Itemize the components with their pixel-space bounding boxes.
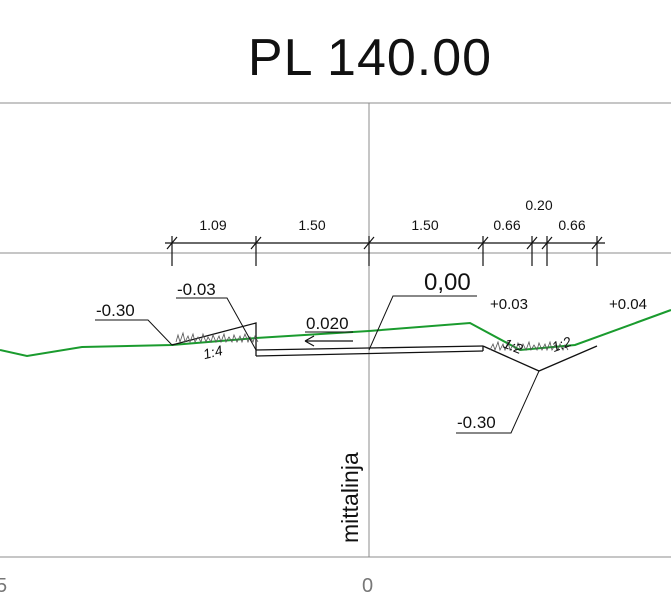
dim-label-2: 1.50 xyxy=(298,217,325,233)
leaders xyxy=(95,295,540,434)
centerline-label: mittalinja xyxy=(337,452,363,543)
dim-label-6: 0.66 xyxy=(558,217,585,233)
axis-center-tick: 0 xyxy=(362,575,373,597)
grass-left xyxy=(175,331,259,344)
axis-left-tick: 5 xyxy=(0,575,7,597)
dim-slash-4 xyxy=(477,236,489,250)
dim-label-3: 1.50 xyxy=(411,217,438,233)
dimension-chain xyxy=(165,236,605,266)
level-left-shoulder: -0.03 xyxy=(177,280,216,299)
section-title: PL 140.00 xyxy=(247,29,493,87)
level-slope: 0.020 xyxy=(306,314,349,333)
dim-label-4: 0.66 xyxy=(493,217,520,233)
slope-labels: 1:4 1:2 1:2 xyxy=(201,333,573,362)
axis-labels: 5 0 xyxy=(0,575,373,597)
dim-label-5: 0.20 xyxy=(525,197,552,213)
leader-left-shoulder xyxy=(176,297,257,351)
grass-right xyxy=(489,340,569,352)
dim-slash-5 xyxy=(526,236,538,250)
dimension-labels: 1.09 1.50 1.50 0.66 0.20 0.66 xyxy=(199,197,585,233)
level-center: 0,00 xyxy=(424,269,471,296)
dim-slash-3 xyxy=(363,236,375,250)
dim-slash-1 xyxy=(166,236,178,250)
ground-line xyxy=(0,309,671,358)
dim-slash-7 xyxy=(591,236,603,250)
leader-center xyxy=(368,295,477,351)
leader-right-ditch xyxy=(456,370,540,434)
slope-right-outer-label: 1:2 xyxy=(550,333,574,355)
slope-left-label: 1:4 xyxy=(201,342,224,362)
leader-left-ditch xyxy=(95,319,173,346)
slope-right-inner-label: 1:2 xyxy=(501,335,525,357)
level-left-ditch: -0.30 xyxy=(96,301,135,320)
dim-slash-6 xyxy=(541,236,553,250)
level-labels: -0.30 -0.03 0.020 0,00 +0.03 +0.04 -0.30 xyxy=(96,269,647,432)
dim-label-1: 1.09 xyxy=(199,217,226,233)
road-surface-bottom xyxy=(255,350,484,357)
grass-hatching xyxy=(175,331,569,352)
left-ditch-structure xyxy=(171,322,257,356)
slope-arrow-icon xyxy=(304,335,353,347)
level-right-ditch: -0.30 xyxy=(457,413,496,432)
level-right-far: +0.04 xyxy=(609,296,647,313)
level-right-shoulder: +0.03 xyxy=(490,296,528,313)
dim-slash-2 xyxy=(250,236,262,250)
